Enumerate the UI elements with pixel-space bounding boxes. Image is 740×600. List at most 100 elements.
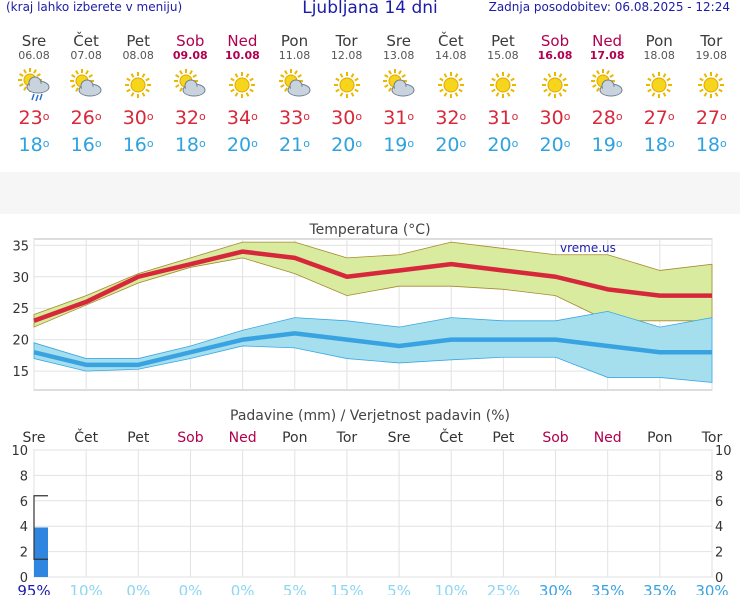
day-name: Pon bbox=[280, 32, 309, 50]
min-temp-value: 18 bbox=[174, 134, 200, 156]
max-temp-value: 27 bbox=[695, 107, 721, 129]
degree-sign: o bbox=[563, 137, 571, 150]
y-tick-label-right: 10 bbox=[715, 444, 732, 459]
degree-sign: o bbox=[615, 137, 623, 150]
day-column: Pet 08.08 30o 16o bbox=[112, 33, 164, 156]
precip-bar bbox=[34, 527, 48, 577]
degree-sign: o bbox=[94, 110, 102, 123]
precip-probability: 10% bbox=[69, 582, 102, 595]
degree-sign: o bbox=[199, 110, 206, 123]
region-menu-hint[interactable]: (kraj lahko izberete v meniju) bbox=[6, 0, 183, 14]
day-name: Sre bbox=[21, 32, 47, 50]
x-tick-label: Pon bbox=[647, 430, 672, 446]
precip-probability: 15% bbox=[330, 582, 363, 595]
day-name: Čet bbox=[73, 32, 99, 50]
day-column: Tor 19.08 27o 18o bbox=[685, 33, 737, 156]
degree-sign: o bbox=[615, 110, 623, 123]
min-temp-value: 19 bbox=[383, 134, 408, 156]
min-temp: 19o bbox=[581, 134, 633, 156]
y-tick-label-right: 0 bbox=[715, 571, 723, 586]
day-column: Pon 11.08 33o 21o bbox=[269, 33, 321, 156]
day-column: Ned 10.08 34o 20o bbox=[216, 33, 268, 156]
day-date: 18.08 bbox=[643, 49, 675, 62]
precipitation-chart: Padavine (mm) / Verjetnost padavin (%) Sr… bbox=[11, 408, 732, 595]
day-name: Tor bbox=[700, 32, 723, 50]
min-temp-value: 20 bbox=[331, 134, 356, 156]
max-temp: 34o bbox=[216, 107, 268, 129]
degree-sign: o bbox=[199, 137, 206, 150]
day-name: Čet bbox=[438, 32, 464, 50]
precip-probability: 5% bbox=[283, 582, 307, 595]
y-tick-label-left: 8 bbox=[20, 469, 28, 484]
sun-icon bbox=[698, 72, 725, 98]
x-tick-label: Tor bbox=[336, 430, 358, 446]
min-temp: 20o bbox=[425, 134, 477, 156]
day-column: Čet 07.08 26o 16o bbox=[60, 33, 112, 156]
sun-cloud-icon bbox=[591, 69, 623, 97]
max-temp-value: 31 bbox=[383, 107, 408, 129]
min-temp-value: 18 bbox=[643, 134, 668, 156]
max-temp-value: 33 bbox=[279, 107, 304, 129]
precip-probability: 35% bbox=[643, 582, 676, 595]
day-date: 06.08 bbox=[18, 49, 50, 62]
x-tick-label: Ned bbox=[594, 430, 622, 446]
day-name: Sob bbox=[540, 32, 570, 50]
min-temp: 20o bbox=[321, 134, 373, 156]
max-temp: 26o bbox=[60, 107, 112, 129]
y-tick-label: 30 bbox=[12, 271, 29, 286]
precip-probability: 95% bbox=[17, 582, 50, 595]
degree-sign: o bbox=[146, 137, 154, 150]
max-temp-value: 32 bbox=[174, 107, 200, 129]
day-date: 15.08 bbox=[487, 49, 519, 62]
y-tick-label-right: 8 bbox=[715, 469, 723, 484]
precip-probability: 5% bbox=[387, 582, 411, 595]
max-temp: 32o bbox=[164, 107, 216, 129]
degree-sign: o bbox=[303, 110, 310, 123]
watermark: vreme.us bbox=[560, 241, 616, 255]
day-column: Sob 09.08 32o 18o bbox=[164, 33, 216, 156]
x-tick-label: Čet bbox=[439, 428, 463, 446]
x-tick-label: Pet bbox=[127, 430, 150, 446]
min-temp-value: 16 bbox=[122, 134, 147, 156]
day-column: Ned 17.08 28o 19o bbox=[581, 33, 633, 156]
degree-sign: o bbox=[407, 110, 415, 123]
day-column: Pet 15.08 31o 20o bbox=[477, 33, 529, 156]
separator-band bbox=[0, 172, 740, 214]
max-temp: 33o bbox=[269, 107, 321, 129]
day-name: Sob bbox=[176, 32, 205, 50]
degree-sign: o bbox=[667, 110, 675, 123]
day-date: 19.08 bbox=[695, 49, 728, 62]
day-name: Pon bbox=[645, 32, 673, 50]
y-tick-label-right: 2 bbox=[715, 546, 723, 561]
min-temp-value: 20 bbox=[539, 134, 564, 156]
y-tick-label: 25 bbox=[12, 302, 29, 317]
min-temp: 18o bbox=[633, 134, 685, 156]
day-name: Sre bbox=[386, 32, 411, 50]
max-temp: 23o bbox=[8, 107, 60, 129]
sun-cloud-icon bbox=[382, 69, 415, 97]
degree-sign: o bbox=[459, 110, 467, 123]
day-name: Tor bbox=[335, 32, 358, 50]
min-temp-value: 21 bbox=[279, 134, 304, 156]
degree-sign: o bbox=[94, 137, 102, 150]
degree-sign: o bbox=[459, 137, 467, 150]
min-temp: 16o bbox=[60, 134, 112, 156]
day-date: 12.08 bbox=[330, 49, 363, 62]
degree-sign: o bbox=[251, 137, 258, 150]
x-tick-label: Sob bbox=[177, 430, 203, 446]
degree-sign: o bbox=[251, 110, 258, 123]
min-temp-value: 20 bbox=[226, 134, 252, 156]
max-temp-value: 28 bbox=[591, 107, 616, 129]
max-temp-value: 32 bbox=[435, 107, 460, 129]
max-temp: 30o bbox=[112, 107, 164, 129]
precip-probability: 0% bbox=[231, 582, 255, 595]
y-tick-label-left: 0 bbox=[20, 571, 28, 586]
precip-range-marker bbox=[33, 495, 48, 560]
min-temp: 20o bbox=[529, 134, 581, 156]
max-temp-value: 30 bbox=[122, 107, 147, 129]
min-temp: 19o bbox=[373, 134, 425, 156]
sun-icon bbox=[229, 72, 256, 98]
sun-cloud-icon bbox=[70, 69, 102, 97]
degree-sign: o bbox=[355, 110, 363, 123]
min-temp-value: 20 bbox=[487, 134, 512, 156]
